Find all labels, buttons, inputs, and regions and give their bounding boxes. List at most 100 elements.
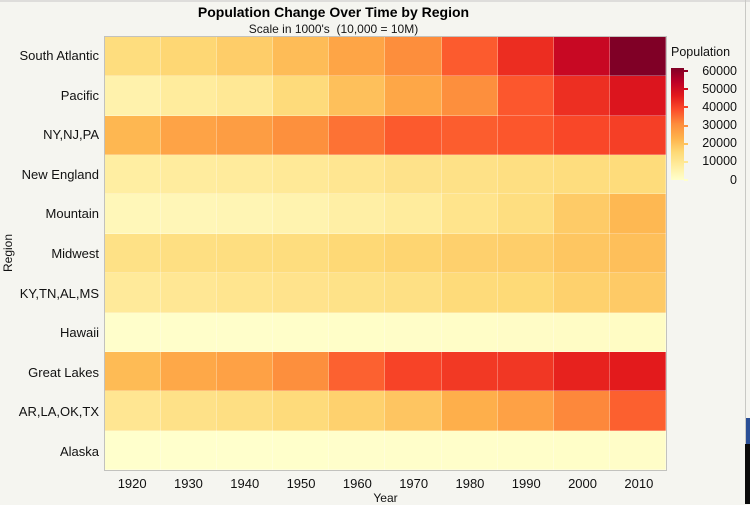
heatmap-cell [105,155,162,195]
y-tick-label: Alaska [59,443,99,459]
heatmap-cell [441,76,498,116]
legend-tick-label: 0 [730,172,737,187]
heatmap-cell [105,76,162,116]
heatmap-cell [609,76,666,116]
legend-tick-label: 50000 [702,81,737,96]
legend-tick-label: 20000 [702,136,737,151]
legend-tick-mark [684,142,688,145]
heatmap-cell [609,391,666,431]
heatmap-cell [497,391,554,431]
heatmap-cell [217,312,274,352]
heatmap-cell [105,430,162,470]
heatmap-cell [497,76,554,116]
x-axis-title: Year [373,491,398,505]
x-tick-label: 1990 [511,476,541,491]
heatmap-cell [217,115,274,156]
heatmap-cell [161,194,218,234]
legend-gradient-bar [671,68,684,180]
heatmap-cell [553,155,610,195]
heatmap-cell [609,194,666,234]
heatmap-cell [553,430,610,470]
heatmap-cell [329,430,386,470]
heatmap-cell [161,37,218,77]
x-tick-label: 1960 [342,476,372,491]
chart-title: Population Change Over Time by Region [197,4,470,20]
heatmap-cell [161,391,218,431]
heatmap-cell [385,430,442,470]
heatmap-cell [553,351,610,392]
heatmap-cell [329,194,386,234]
heatmap-cell [441,155,498,195]
heatmap-cell [497,115,554,156]
heatmap-cell [329,273,386,313]
heatmap-cell [161,76,218,116]
legend-tick-mark [684,106,688,109]
x-tick-label: 2010 [624,476,654,491]
heatmap-cell [161,430,218,470]
heatmap-cell [385,115,442,156]
y-tick-label: Great Lakes [28,364,99,380]
x-tick-label: 2000 [568,476,597,491]
heatmap-cell [273,194,330,234]
heatmap-cell [329,351,386,392]
heatmap-cell [385,76,442,116]
y-tick-label: Midwest [51,245,99,261]
heatmap-cell [497,430,554,470]
heatmap-cell [609,115,666,156]
heatmap-cell [273,233,330,274]
heatmap-cell [273,155,330,195]
chart-header: Population Change Over Time by Region Sc… [0,4,667,36]
heatmap-cell [105,194,162,234]
heatmap-cell [217,351,274,392]
heatmap-cell [609,430,666,470]
legend-tick-label: 40000 [702,99,737,114]
heatmap-cell [609,273,666,313]
heatmap-cell [217,37,274,77]
heatmap-cell [329,76,386,116]
legend-tick-label: 60000 [702,63,737,78]
heatmap-cell [441,430,498,470]
heatmap-cell [441,391,498,431]
legend-tick-mark [684,88,688,91]
background-window-artifact-black [745,444,750,504]
background-window-artifact-blue [746,418,750,444]
heatmap-cell [609,351,666,392]
x-tick-label: 1950 [286,476,316,491]
heatmap-cell [441,194,498,234]
heatmap-cell [441,233,498,274]
y-tick-label: AR,LA,OK,TX [18,404,99,420]
legend-tick-label: 10000 [702,154,737,169]
y-tick-label: KY,TN,AL,MS [19,285,99,301]
heatmap-cell [441,351,498,392]
heatmap-cell [161,273,218,313]
heatmap-cell [609,233,666,274]
heatmap-cell [385,233,442,274]
heatmap-cell [497,273,554,313]
heatmap-cell [385,351,442,392]
heatmap-cell [161,233,218,274]
heatmap-cell [609,37,666,77]
heatmap-cell [273,115,330,156]
heatmap-cell [553,37,610,77]
heatmap-cell [385,155,442,195]
heatmap-cell [553,194,610,234]
heatmap-cell [217,273,274,313]
heatmap-cell [105,351,162,392]
heatmap-cell [105,391,162,431]
heatmap-cell [105,37,162,77]
heatmap-plot-area[interactable] [104,36,667,471]
x-tick-label: 1970 [399,476,429,491]
heatmap-cell [441,37,498,77]
heatmap-cell [273,273,330,313]
heatmap-cell [329,115,386,156]
heatmap-cell [497,37,554,77]
legend-tick-label: 30000 [702,118,737,133]
legend-tick-mark [684,179,688,181]
heatmap-cell [105,115,162,156]
chart-subtitle: Scale in 1000's (10,000 = 10M) [248,22,419,36]
heatmap-cell [609,155,666,195]
heatmap-cell [329,391,386,431]
heatmap-cell [161,351,218,392]
y-tick-label: New England [21,166,99,182]
heatmap-cell [553,312,610,352]
